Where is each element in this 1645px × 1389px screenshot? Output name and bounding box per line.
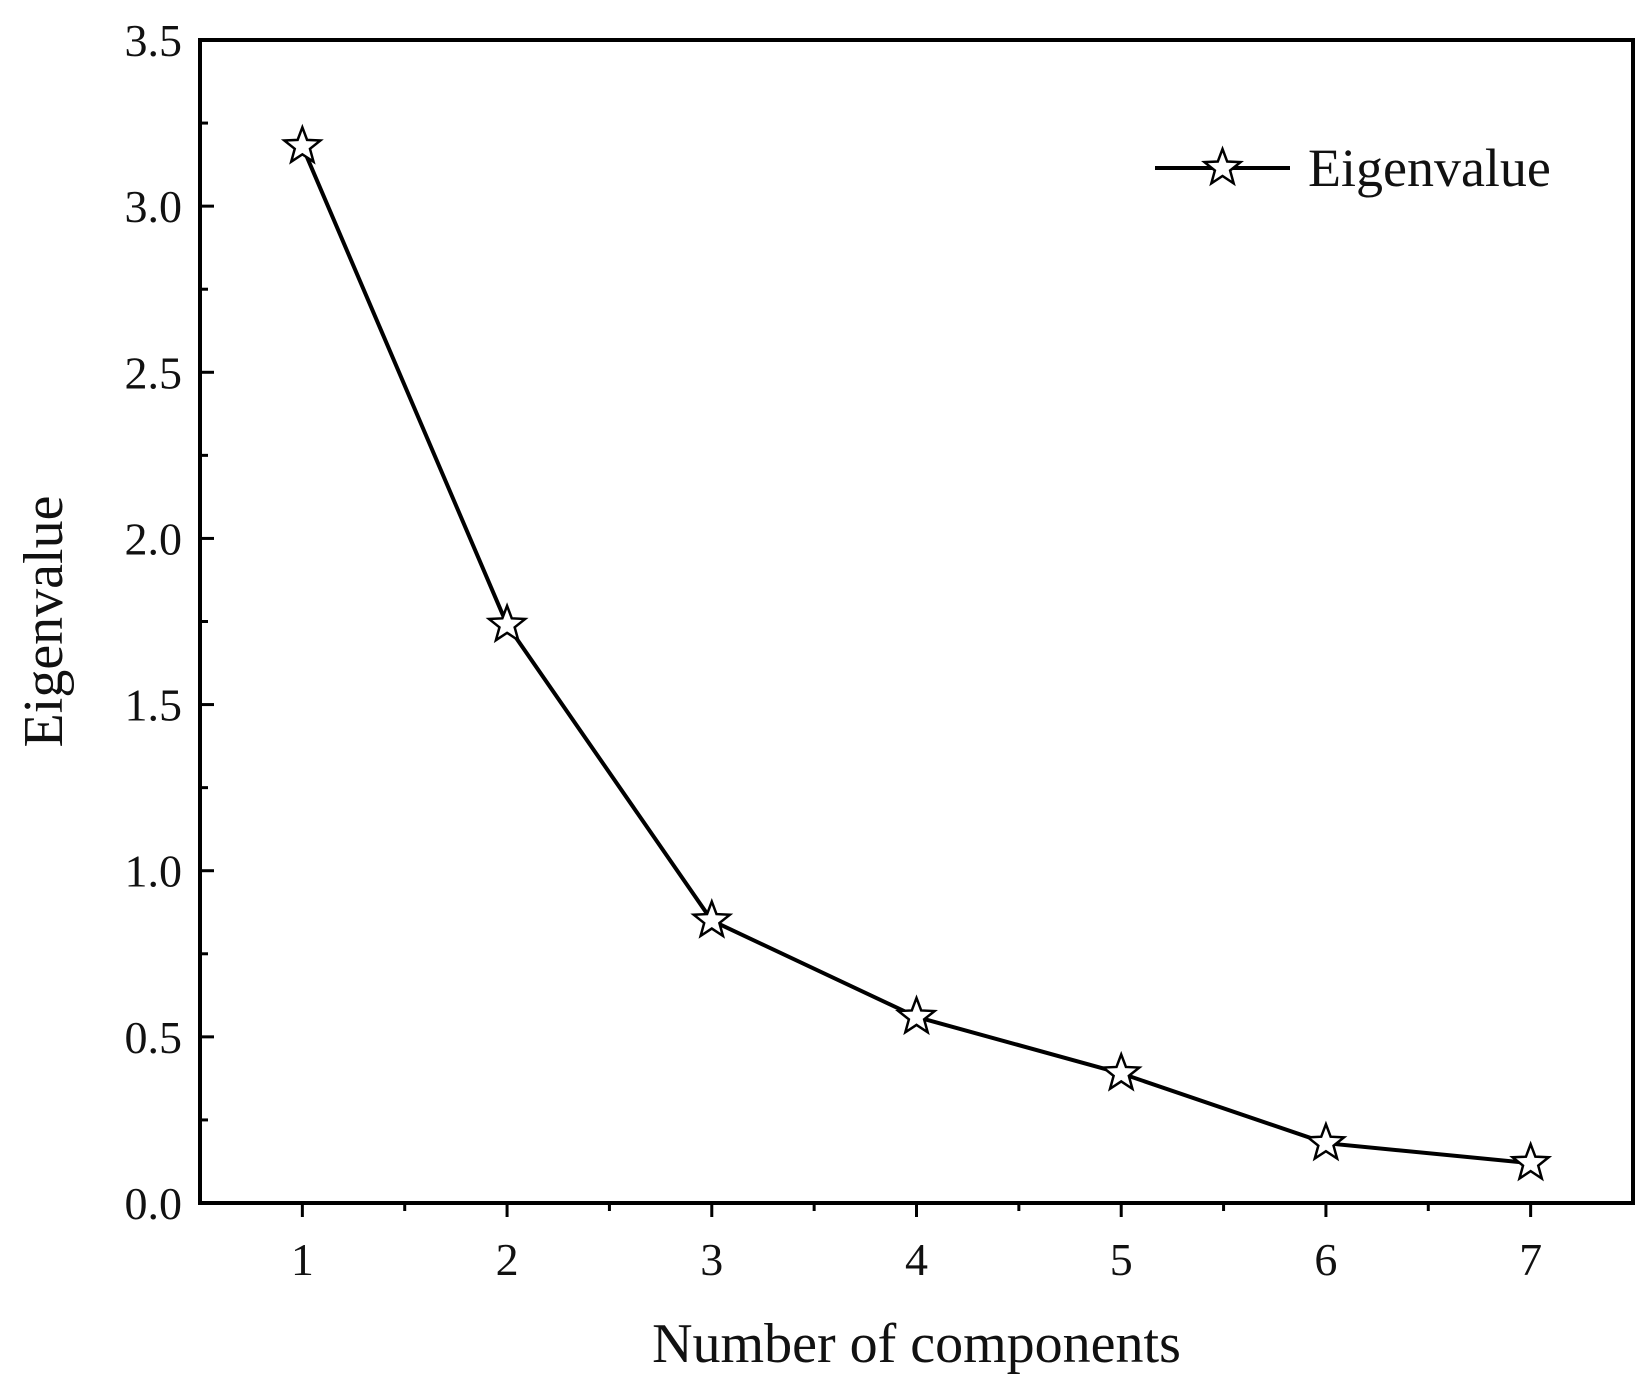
axis-tick-labels: 0.0 0.5 1.0 1.5 2.0 2.5 3.0 3.5 1 2 3 4 5 6 7 bbox=[125, 15, 1543, 1285]
data-point-star bbox=[690, 898, 734, 939]
y-tick-label: 2.0 bbox=[125, 513, 183, 564]
y-tick-label: 3.5 bbox=[125, 15, 183, 66]
x-tick-label: 2 bbox=[496, 1234, 519, 1285]
y-tick-label: 0.0 bbox=[125, 1178, 183, 1229]
y-tick-label: 3.0 bbox=[125, 181, 183, 232]
legend: Eigenvalue bbox=[1155, 138, 1551, 198]
y-tick-label: 1.0 bbox=[125, 846, 183, 897]
x-tick-label: 7 bbox=[1519, 1234, 1542, 1285]
y-tick-label: 1.5 bbox=[125, 680, 183, 731]
data-point-star bbox=[1304, 1120, 1348, 1162]
x-axis-title: Number of components bbox=[652, 1313, 1181, 1375]
legend-star-marker bbox=[1201, 145, 1244, 187]
data-point-star bbox=[1099, 1050, 1143, 1092]
plot-frame bbox=[198, 38, 1635, 1205]
x-tick-label: 1 bbox=[291, 1234, 314, 1285]
x-tick-label: 5 bbox=[1110, 1234, 1133, 1285]
data-point-star bbox=[485, 602, 529, 644]
y-axis-title: Eigenvalue bbox=[13, 496, 75, 748]
y-tick-label: 2.5 bbox=[125, 347, 183, 398]
y-tick-label: 0.5 bbox=[125, 1012, 183, 1063]
x-tick-label: 6 bbox=[1314, 1234, 1337, 1285]
data-point-star bbox=[280, 123, 324, 165]
x-tick-label: 4 bbox=[905, 1234, 928, 1285]
series-layer bbox=[280, 123, 1553, 1182]
x-tick-label: 3 bbox=[700, 1234, 723, 1285]
legend-label: Eigenvalue bbox=[1308, 138, 1551, 198]
data-point-star bbox=[1509, 1140, 1553, 1182]
data-point-star bbox=[895, 994, 938, 1036]
